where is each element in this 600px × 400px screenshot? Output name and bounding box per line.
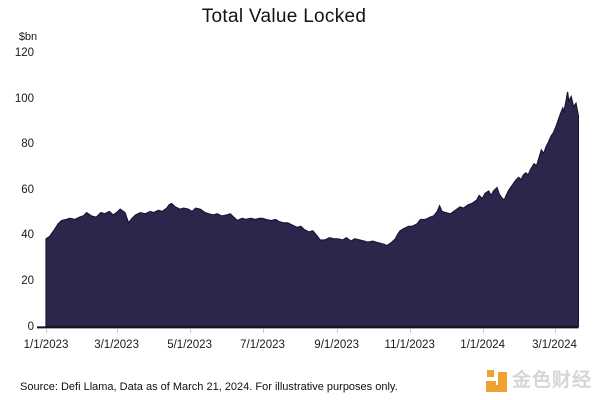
x-tick-label: 9/1/2023 [314,339,360,351]
jinse-logo-icon [485,370,507,392]
x-tick-label: 7/1/2023 [240,339,285,351]
y-tick-label: 100 [14,92,34,105]
x-tick-label: 11/1/2023 [384,339,435,351]
x-tick-mark [189,329,191,333]
x-tick-label: 5/1/2023 [167,339,212,351]
y-tick-label: 120 [14,47,34,60]
x-tick-mark [46,329,47,333]
y-tick-label: 80 [21,138,34,151]
x-tick-mark [409,329,411,333]
chart-title: Total Value Locked [201,6,367,27]
x-tick-mark [554,329,556,333]
tvl-area-series [45,91,580,328]
x-tick-label: 3/1/2023 [94,339,139,351]
y-tick-label: 40 [21,229,34,242]
y-tick-label: 60 [21,183,34,196]
y-axis-unit-label: $bn [18,31,38,43]
source-attribution: Source: Defi Llama, Data as of March 21,… [20,381,398,393]
x-tick-mark [336,329,338,333]
x-tick-mark [116,329,118,333]
x-tick-mark [262,329,264,333]
x-tick-label: 1/1/2024 [460,339,506,351]
x-tick-mark [482,329,484,333]
jinse-brand-text: 金色财经 [511,369,592,391]
jinse-finance-watermark: 金色财经 [485,369,592,392]
y-tick-label: 20 [21,274,34,287]
y-tick-label: 0 [27,320,34,333]
x-tick-label: 1/1/2023 [23,339,69,351]
x-tick-label: 3/1/2024 [532,339,577,351]
y-axis-labels: 120 100 80 60 40 20 0 [0,0,36,400]
